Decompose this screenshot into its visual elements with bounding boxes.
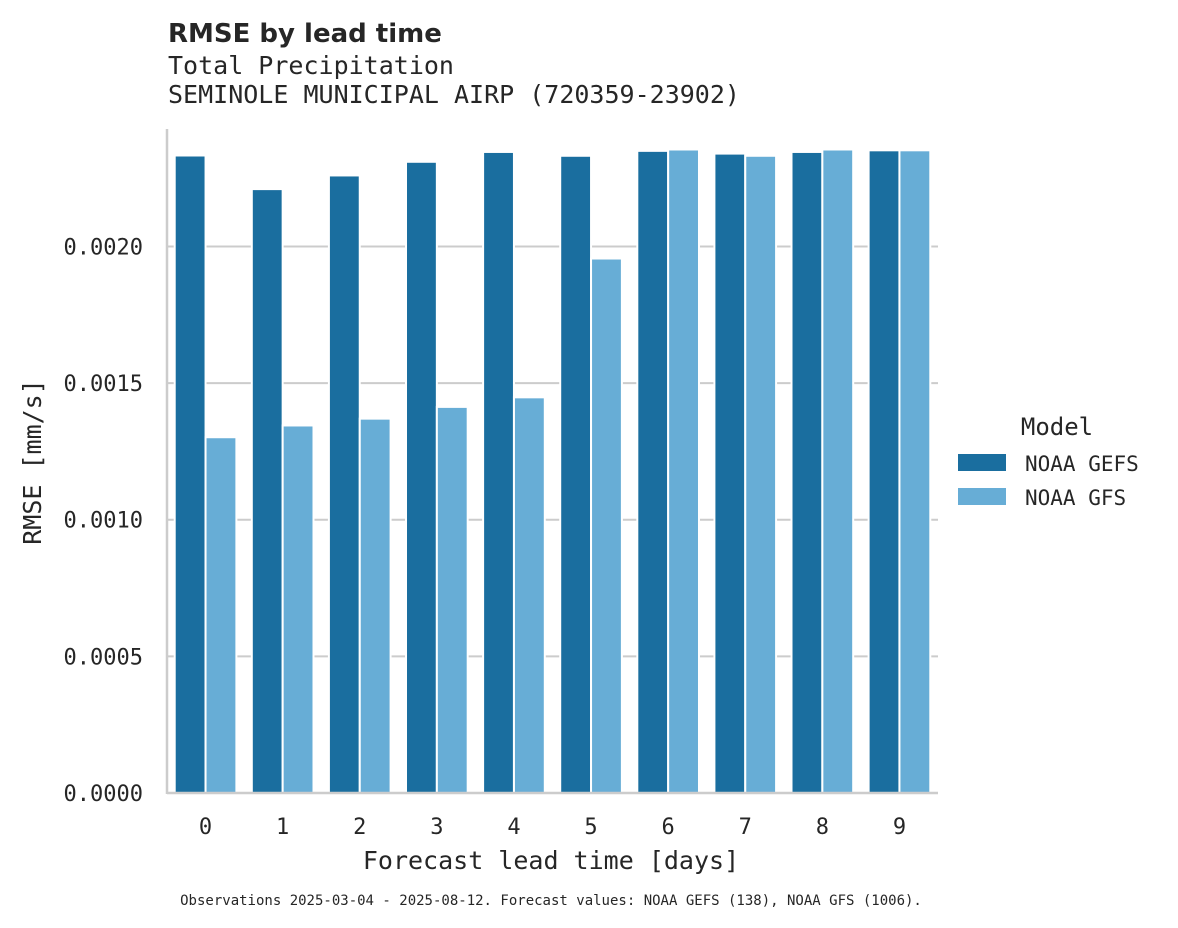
bar-noaa-gefs-day-4 <box>482 150 515 795</box>
y-tick-label: 0.0010 <box>64 509 143 534</box>
bar-noaa-gfs-day-2 <box>358 417 392 794</box>
bar-noaa-gefs-day-5 <box>559 154 593 794</box>
y-tick-label: 0.0005 <box>64 645 143 670</box>
bar-noaa-gefs-day-3 <box>405 160 438 795</box>
x-tick-label: 9 <box>893 815 906 840</box>
legend-swatch-noaa-gefs <box>958 454 1006 471</box>
bars <box>173 148 932 795</box>
y-tick-label: 0.0020 <box>64 235 143 260</box>
x-tick-label: 6 <box>662 815 675 840</box>
bar-noaa-gfs-day-3 <box>435 405 469 794</box>
x-tick-label: 8 <box>816 815 829 840</box>
legend-label-noaa-gefs: NOAA GEFS <box>1025 452 1139 476</box>
bar-noaa-gefs-day-7 <box>713 152 747 794</box>
bar-noaa-gfs-day-1 <box>281 424 315 794</box>
x-tick-labels: 0 1 2 3 4 5 6 7 8 9 <box>199 815 906 840</box>
bar-noaa-gefs-day-0 <box>173 154 207 794</box>
bar-noaa-gfs-day-0 <box>204 436 238 794</box>
legend-label-noaa-gfs: NOAA GFS <box>1025 486 1126 510</box>
x-tick-label: 5 <box>584 815 597 840</box>
x-tick-label: 3 <box>430 815 443 840</box>
x-tick-label: 0 <box>199 815 212 840</box>
x-tick-label: 1 <box>276 815 289 840</box>
y-tick-labels: 0.0000 0.0005 0.0010 0.0015 0.0020 <box>64 235 143 807</box>
chart-footnote: Observations 2025-03-04 - 2025-08-12. Fo… <box>180 893 922 909</box>
legend: Model NOAA GEFS NOAA GFS <box>958 413 1139 510</box>
bar-noaa-gefs-day-8 <box>790 150 824 795</box>
bar-noaa-gfs-day-7 <box>744 154 778 794</box>
chart-title: RMSE by lead time <box>168 19 442 49</box>
y-tick-label: 0.0000 <box>64 782 143 807</box>
bar-noaa-gefs-day-6 <box>636 149 670 794</box>
bar-noaa-gefs-day-9 <box>867 149 901 794</box>
bar-noaa-gfs-day-8 <box>821 148 855 794</box>
legend-swatch-noaa-gfs <box>958 488 1006 505</box>
x-tick-label: 4 <box>507 815 520 840</box>
bar-noaa-gefs-day-1 <box>250 188 284 794</box>
legend-title: Model <box>1021 413 1093 441</box>
bar-noaa-gfs-day-5 <box>590 257 623 794</box>
bar-noaa-gfs-day-6 <box>667 148 700 794</box>
x-tick-label: 2 <box>353 815 366 840</box>
y-axis-label: RMSE [mm/s] <box>18 379 47 545</box>
bar-noaa-gfs-day-9 <box>898 149 932 794</box>
chart-subtitle-station: SEMINOLE MUNICIPAL AIRP (720359-23902) <box>168 80 740 109</box>
x-tick-label: 7 <box>739 815 752 840</box>
y-tick-label: 0.0015 <box>64 372 143 397</box>
x-axis-label: Forecast lead time [days] <box>363 846 739 875</box>
chart-subtitle-variable: Total Precipitation <box>168 51 454 80</box>
bar-noaa-gfs-day-4 <box>512 396 546 794</box>
bar-noaa-gefs-day-2 <box>327 174 361 794</box>
